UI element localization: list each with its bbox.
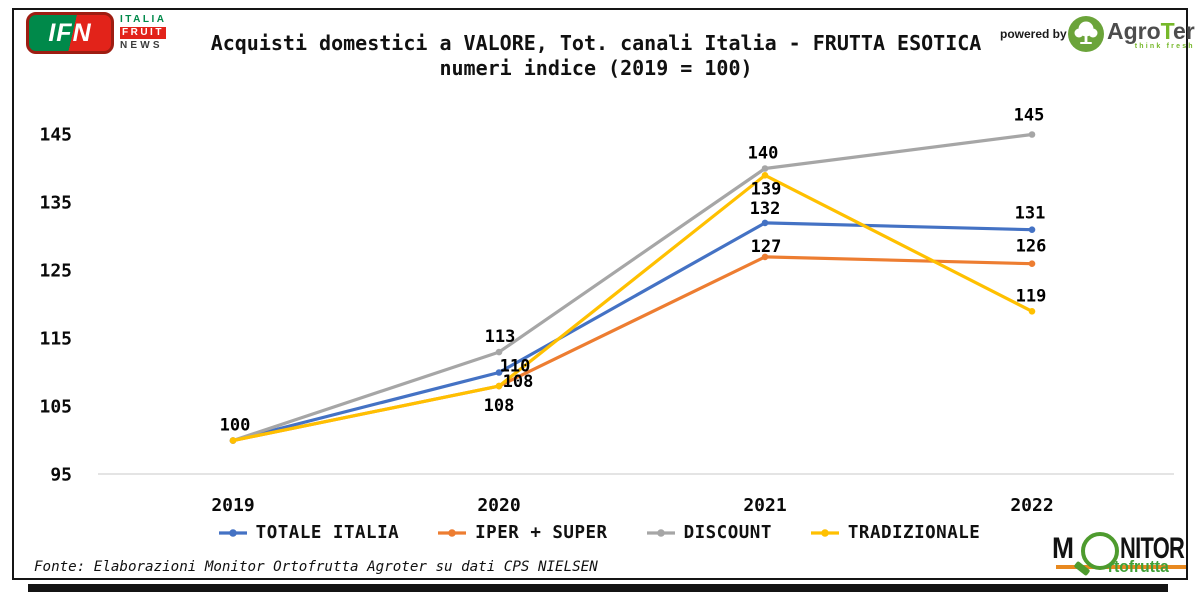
data-point	[761, 219, 769, 227]
agroter-tree-icon	[1068, 16, 1104, 52]
data-label: 139	[751, 179, 782, 199]
monitor-letters-nitor: NITOR	[1120, 532, 1185, 565]
data-point	[761, 165, 769, 172]
data-label: 119	[1016, 286, 1047, 306]
ifn-word-italia: ITALIA	[120, 14, 167, 25]
data-point	[761, 253, 769, 261]
legend-marker-icon	[646, 529, 675, 537]
data-point	[1028, 131, 1036, 138]
data-point	[495, 369, 503, 376]
legend-item-iper-super: IPER + SUPER	[437, 523, 607, 543]
legend-item-totale-italia: TOTALE ITALIA	[218, 523, 399, 543]
data-label: 113	[485, 327, 516, 347]
series-line	[231, 173, 1034, 443]
data-label: 145	[1014, 106, 1045, 126]
ifn-logo: IFN ITALIA FRUIT NEWS	[26, 12, 166, 54]
agroter-er: er	[1173, 18, 1195, 44]
x-tick-label: 2022	[1010, 495, 1053, 516]
data-point	[229, 437, 237, 444]
series-line	[231, 132, 1034, 443]
x-tick-label: 2020	[477, 495, 520, 516]
x-tick-label: 2019	[211, 495, 254, 516]
data-point	[495, 382, 503, 390]
powered-by-label: powered by	[1000, 27, 1067, 41]
source-note: Fonte: Elaborazioni Monitor Ortofrutta A…	[34, 559, 598, 575]
y-tick-label: 105	[39, 397, 72, 418]
legend-marker-icon	[218, 529, 247, 537]
chart-title-line2: numeri indice (2019 = 100)	[439, 56, 753, 80]
agroter-wordmark: AgroTer	[1107, 16, 1195, 46]
series-discount	[229, 131, 1036, 444]
ifn-logo-badge: IFN	[26, 12, 114, 54]
agroter-agro: Agro	[1107, 18, 1161, 44]
y-tick-label: 135	[39, 193, 72, 214]
series-line	[231, 221, 1034, 443]
data-label: 100	[220, 416, 251, 436]
data-label: 108	[484, 396, 515, 416]
data-label: 110	[500, 357, 531, 377]
magnifier-lens-icon	[1081, 532, 1119, 570]
legend-label: TOTALE ITALIA	[255, 523, 400, 543]
data-point	[1028, 308, 1036, 315]
data-label: 132	[750, 199, 781, 219]
chart-frame	[12, 8, 1188, 580]
agroter-tagline: think fresh	[1134, 43, 1195, 50]
data-point	[761, 172, 769, 179]
chart-title: Acquisti domestici a VALORE, Tot. canali…	[0, 31, 1192, 81]
y-tick-label: 145	[39, 125, 72, 146]
data-point	[495, 348, 503, 356]
monitor-orange-bar	[1056, 565, 1186, 569]
monitor-letter-m: M	[1052, 532, 1074, 565]
data-point	[1028, 260, 1036, 268]
legend-label: IPER + SUPER	[475, 523, 608, 543]
series-totale-italia	[229, 219, 1036, 444]
legend-label: DISCOUNT	[683, 523, 772, 543]
monitor-ortofrutta-logo: M NITOR rtofrutta	[1052, 532, 1192, 578]
legend-item-discount: DISCOUNT	[646, 523, 772, 543]
legend-label: TRADIZIONALE	[847, 523, 981, 543]
legend-marker-icon	[810, 529, 839, 537]
data-point	[1028, 226, 1036, 233]
ifn-word-fruit: FRUIT	[120, 27, 166, 39]
ifn-logo-words: ITALIA FRUIT NEWS	[120, 14, 166, 52]
data-label: 108	[503, 372, 534, 392]
data-label: 126	[1016, 237, 1047, 257]
legend-item-tradizionale: TRADIZIONALE	[810, 523, 980, 543]
legend-marker-icon	[438, 529, 467, 537]
y-tick-label: 115	[39, 329, 72, 350]
chart-legend: TOTALE ITALIA IPER + SUPER DISCOUNT TRADIZI…	[12, 523, 1186, 543]
series-tradizionale	[229, 172, 1036, 444]
y-tick-label: 95	[50, 465, 72, 486]
ifn-word-news: NEWS	[120, 40, 163, 51]
agroter-logo: AgroTer think fresh	[1068, 16, 1195, 52]
series-line	[231, 255, 1034, 443]
data-label: 140	[748, 144, 779, 164]
x-tick-label: 2021	[743, 495, 786, 516]
agroter-t: T	[1160, 18, 1174, 44]
data-label: 127	[751, 237, 782, 257]
data-label: 131	[1015, 204, 1046, 224]
y-tick-label: 125	[39, 261, 72, 282]
chart-title-line1: Acquisti domestici a VALORE, Tot. canali…	[210, 31, 982, 55]
bottom-cutoff-bar	[28, 584, 1168, 592]
monitor-sub-word: rtofrutta	[1108, 557, 1169, 576]
